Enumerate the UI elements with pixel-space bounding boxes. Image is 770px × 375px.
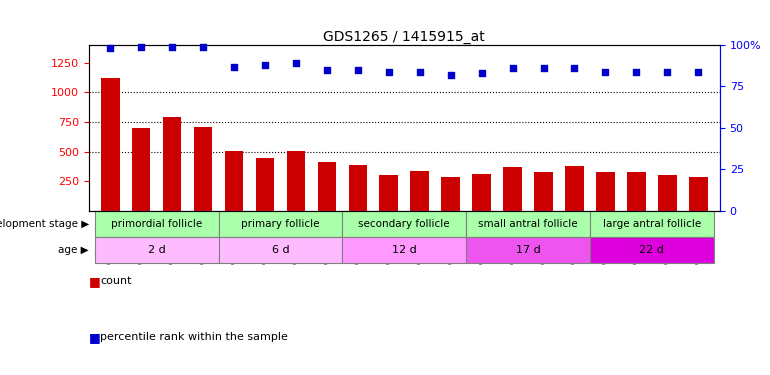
Text: small antral follicle: small antral follicle <box>478 219 578 229</box>
Bar <box>410 171 429 211</box>
Bar <box>162 117 182 211</box>
Bar <box>256 158 274 211</box>
Point <box>630 69 642 75</box>
Text: 17 d: 17 d <box>516 244 541 255</box>
Point <box>444 72 457 78</box>
Bar <box>225 151 243 211</box>
Point <box>166 44 179 50</box>
Bar <box>219 237 343 262</box>
Title: GDS1265 / 1415915_at: GDS1265 / 1415915_at <box>323 30 485 44</box>
Point <box>537 65 550 71</box>
Bar <box>565 166 584 211</box>
Text: ■: ■ <box>89 331 104 344</box>
Point <box>290 60 302 66</box>
Bar <box>101 78 119 211</box>
Bar <box>466 237 590 262</box>
Point <box>259 62 271 68</box>
Bar <box>534 172 553 211</box>
Bar <box>95 211 219 237</box>
Text: count: count <box>100 276 132 286</box>
Text: 6 d: 6 d <box>272 244 290 255</box>
Bar <box>219 211 343 237</box>
Point <box>661 69 674 75</box>
Text: 2 d: 2 d <box>148 244 166 255</box>
Text: primordial follicle: primordial follicle <box>111 219 203 229</box>
Bar <box>441 177 460 211</box>
Bar <box>590 211 714 237</box>
Bar <box>343 237 466 262</box>
Point <box>321 67 333 73</box>
Point <box>413 69 426 75</box>
Text: 12 d: 12 d <box>392 244 417 255</box>
Bar <box>596 172 614 211</box>
Text: primary follicle: primary follicle <box>241 219 320 229</box>
Bar <box>317 162 336 211</box>
Bar <box>466 211 590 237</box>
Bar <box>590 237 714 262</box>
Point <box>692 69 705 75</box>
Bar <box>658 175 677 211</box>
Bar <box>349 165 367 211</box>
Bar <box>194 127 213 211</box>
Text: ■: ■ <box>89 275 104 288</box>
Point <box>352 67 364 73</box>
Point <box>104 45 116 51</box>
Text: 22 d: 22 d <box>639 244 665 255</box>
Bar <box>504 167 522 211</box>
Bar <box>689 177 708 211</box>
Point <box>197 44 209 50</box>
Bar <box>286 151 305 211</box>
Point <box>599 69 611 75</box>
Point <box>507 65 519 71</box>
Bar <box>132 128 150 211</box>
Bar <box>380 175 398 211</box>
Text: percentile rank within the sample: percentile rank within the sample <box>100 333 288 342</box>
Point <box>475 70 487 76</box>
Text: large antral follicle: large antral follicle <box>603 219 701 229</box>
Bar <box>343 211 466 237</box>
Point <box>135 44 147 50</box>
Bar <box>472 174 491 211</box>
Text: age ▶: age ▶ <box>59 244 89 255</box>
Point <box>383 69 395 75</box>
Text: development stage ▶: development stage ▶ <box>0 219 89 229</box>
Text: secondary follicle: secondary follicle <box>359 219 450 229</box>
Point <box>228 64 240 70</box>
Bar <box>627 172 646 211</box>
Bar <box>95 237 219 262</box>
Point <box>568 65 581 71</box>
